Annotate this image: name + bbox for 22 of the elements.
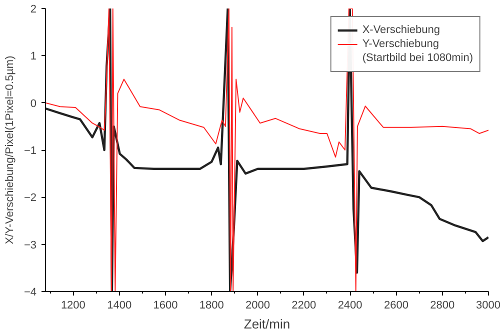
x-tick-label: 1200 [60, 300, 86, 312]
x-axis-title: Zeit/min [244, 316, 290, 332]
y-tick-label: 1 [30, 50, 37, 63]
y-tick-label: −2 [24, 192, 37, 204]
x-tick-label: 1600 [153, 300, 178, 312]
x-tick-label: 1400 [107, 300, 132, 312]
y-tick-label: 2 [30, 4, 37, 16]
legend-label: Y-Verschiebung [362, 37, 439, 51]
legend-label: X-Verschiebung [362, 23, 440, 37]
x-tick-label: 2600 [384, 300, 408, 312]
x-tick-label: 2200 [292, 300, 316, 312]
x-tick-label: 3000 [476, 300, 500, 312]
x-tick-label: 2000 [246, 300, 270, 312]
y-tick-label: −1 [24, 145, 37, 157]
y-axis-title: X/Y-Verschiebung/Pixel(1Pixel=0.5µm) [4, 56, 16, 244]
y-tick-label: 0 [30, 98, 37, 110]
x-tick-label: 1800 [199, 300, 224, 312]
y-tick-label: −4 [24, 286, 37, 298]
x-tick-label: 2800 [430, 300, 455, 312]
x-tick-label: 2400 [338, 300, 362, 312]
y-tick-label: −3 [24, 239, 37, 252]
annotation: (Startbild bei 1080min) [362, 51, 473, 65]
